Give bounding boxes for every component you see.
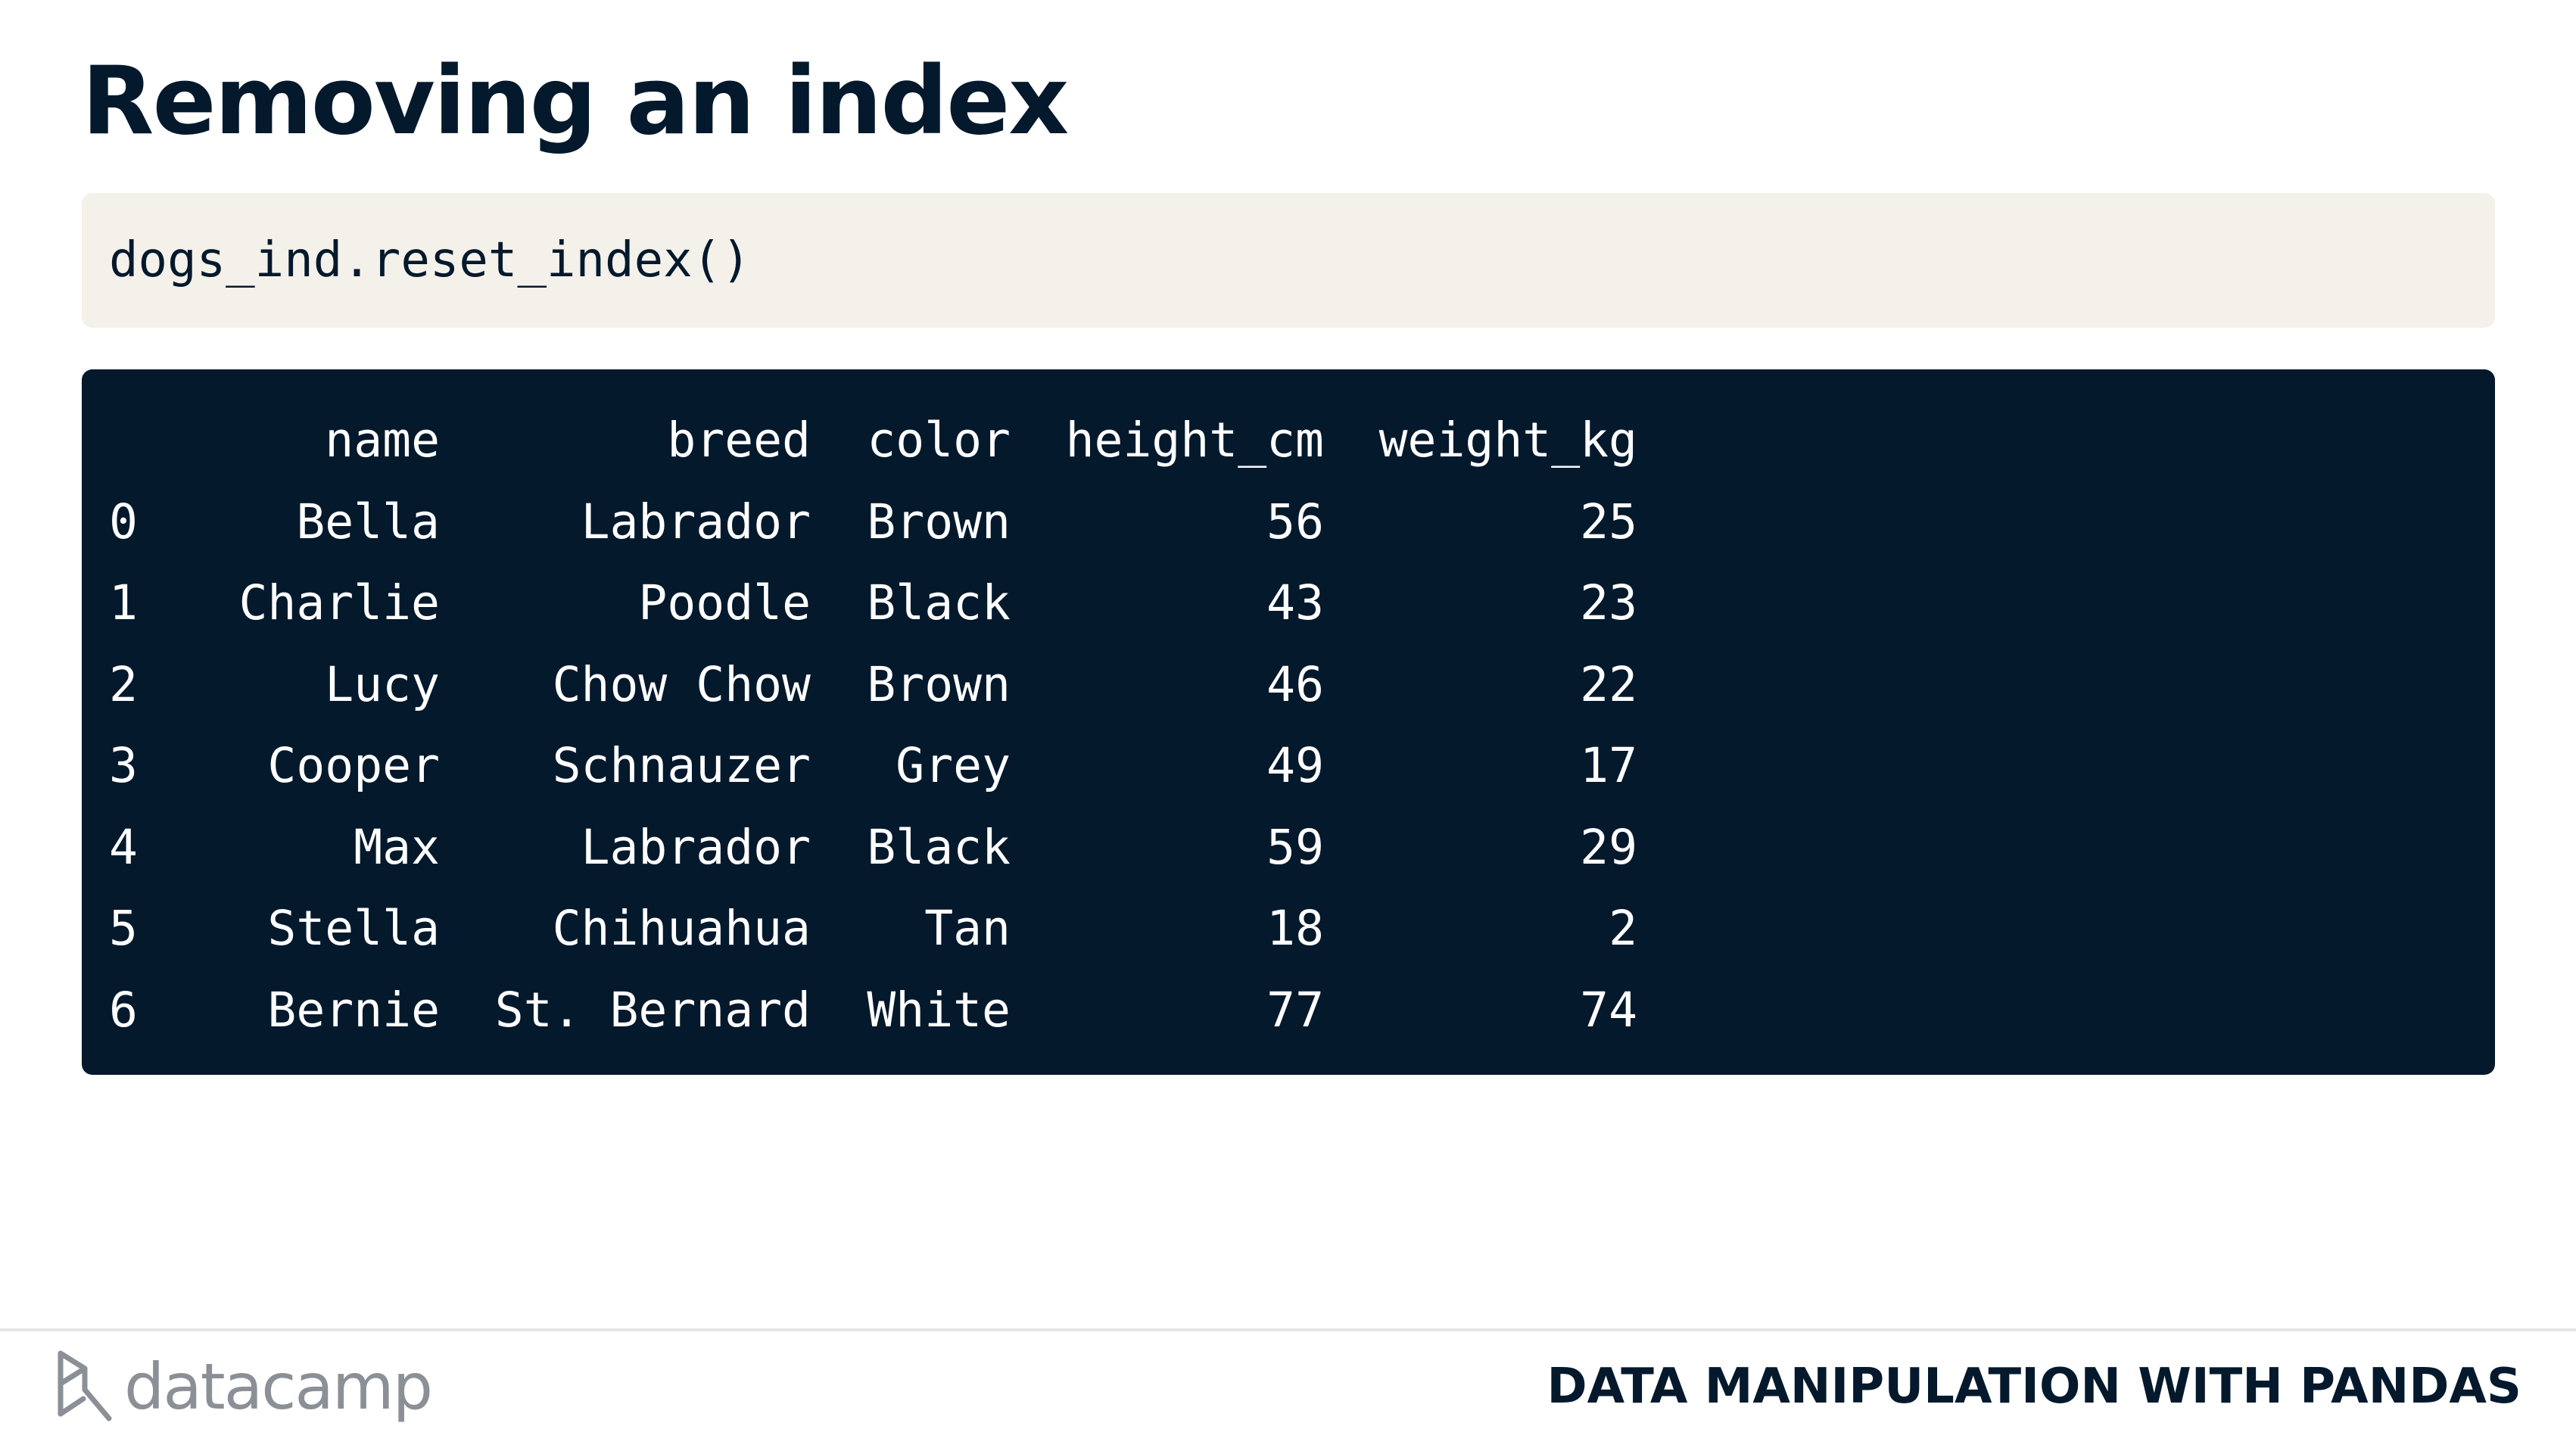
table-header-row: name breed color height_cm weight_kg bbox=[109, 400, 1637, 481]
table-row: 6 Bernie St. Bernard White 77 74 bbox=[109, 970, 1637, 1051]
code-line: dogs_ind.reset_index() bbox=[109, 232, 751, 288]
footer-divider bbox=[0, 1328, 2576, 1331]
row-index: 1 bbox=[109, 575, 138, 631]
cell-color: Brown bbox=[867, 656, 1011, 712]
table-row: 3 Cooper Schnauzer Grey 49 17 bbox=[109, 725, 1637, 807]
cell-height: 43 bbox=[1266, 575, 1324, 631]
cell-weight: 17 bbox=[1580, 738, 1637, 794]
cell-breed: Chow Chow bbox=[552, 656, 811, 712]
cell-height: 46 bbox=[1266, 656, 1324, 712]
row-index: 6 bbox=[109, 982, 138, 1038]
table-row: 1 Charlie Poodle Black 43 23 bbox=[109, 562, 1637, 644]
cell-color: White bbox=[867, 982, 1011, 1038]
datacamp-logo: datacamp bbox=[55, 1349, 433, 1425]
column-header-name: name bbox=[325, 413, 440, 469]
cell-breed: Poodle bbox=[638, 575, 811, 631]
cell-name: Charlie bbox=[238, 575, 440, 631]
cell-height: 56 bbox=[1266, 494, 1324, 550]
column-header-color: color bbox=[867, 413, 1011, 469]
cell-weight: 29 bbox=[1580, 819, 1637, 875]
cell-height: 77 bbox=[1266, 982, 1324, 1038]
table-row: 2 Lucy Chow Chow Brown 46 22 bbox=[109, 644, 1637, 726]
cell-weight: 23 bbox=[1580, 575, 1637, 631]
table-row: 5 Stella Chihuahua Tan 18 2 bbox=[109, 888, 1637, 970]
column-header-height: height_cm bbox=[1065, 413, 1324, 469]
datacamp-logo-icon bbox=[58, 1350, 112, 1421]
slide-title: Removing an index bbox=[82, 47, 1069, 156]
table-row: 0 Bella Labrador Brown 56 25 bbox=[109, 481, 1637, 563]
cell-breed: St. Bernard bbox=[494, 982, 811, 1038]
row-index: 2 bbox=[109, 656, 138, 712]
cell-breed: Labrador bbox=[581, 494, 811, 550]
cell-color: Tan bbox=[924, 901, 1011, 957]
logo-wordmark: datacamp bbox=[124, 1350, 433, 1424]
column-header-breed: breed bbox=[667, 413, 811, 469]
row-index: 3 bbox=[109, 738, 138, 794]
cell-color: Black bbox=[867, 575, 1011, 631]
cell-breed: Labrador bbox=[581, 819, 811, 875]
cell-name: Stella bbox=[267, 901, 440, 957]
cell-color: Grey bbox=[896, 738, 1011, 794]
cell-height: 18 bbox=[1266, 901, 1324, 957]
cell-weight: 2 bbox=[1609, 901, 1637, 957]
cell-name: Cooper bbox=[267, 738, 440, 794]
cell-name: Bernie bbox=[267, 982, 440, 1038]
cell-color: Brown bbox=[867, 494, 1011, 550]
row-index: 0 bbox=[109, 494, 138, 550]
output-block: name breed color height_cm weight_kg 0 B… bbox=[82, 369, 2495, 1075]
cell-weight: 74 bbox=[1580, 982, 1637, 1038]
row-index: 4 bbox=[109, 819, 138, 875]
row-index: 5 bbox=[109, 901, 138, 957]
column-header-weight: weight_kg bbox=[1378, 413, 1637, 469]
cell-color: Black bbox=[867, 819, 1011, 875]
cell-name: Max bbox=[354, 819, 440, 875]
column-header-index bbox=[109, 400, 139, 481]
cell-breed: Schnauzer bbox=[552, 738, 811, 794]
cell-weight: 25 bbox=[1580, 494, 1637, 550]
cell-name: Lucy bbox=[325, 656, 440, 712]
cell-weight: 22 bbox=[1580, 656, 1637, 712]
course-title: DATA MANIPULATION WITH PANDAS bbox=[1547, 1359, 2522, 1415]
dataframe-table: name breed color height_cm weight_kg 0 B… bbox=[109, 400, 1637, 1051]
cell-name: Bella bbox=[296, 494, 440, 550]
table-row: 4 Max Labrador Black 59 29 bbox=[109, 807, 1637, 889]
cell-breed: Chihuahua bbox=[552, 901, 811, 957]
code-block: dogs_ind.reset_index() bbox=[82, 193, 2495, 328]
cell-height: 59 bbox=[1266, 819, 1324, 875]
cell-height: 49 bbox=[1266, 738, 1324, 794]
